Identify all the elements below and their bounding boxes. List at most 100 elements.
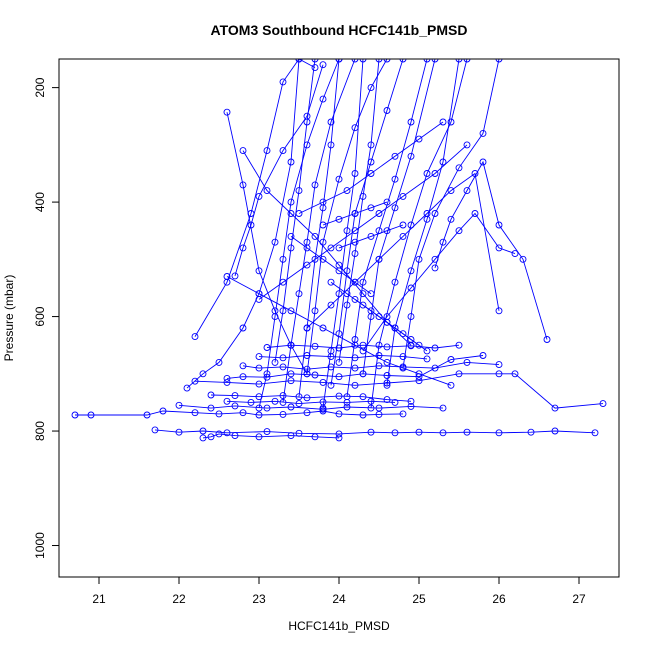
data-point	[351, 227, 359, 235]
data-point	[223, 374, 231, 382]
data-point	[279, 354, 287, 362]
data-point	[551, 404, 559, 412]
data-point	[367, 170, 375, 177]
series-17	[279, 59, 359, 406]
data-point	[367, 84, 375, 92]
data-point	[383, 381, 391, 389]
data-point	[391, 398, 399, 406]
data-point	[447, 118, 455, 126]
data-point	[255, 433, 263, 441]
series-4	[207, 391, 415, 405]
series-33	[255, 141, 471, 303]
x-tick-label: 25	[412, 592, 426, 606]
data-point	[439, 158, 447, 166]
series-35	[319, 198, 391, 229]
data-point	[423, 170, 431, 177]
data-point	[495, 244, 503, 252]
series-39	[351, 295, 423, 349]
data-point	[231, 392, 239, 400]
data-point	[255, 353, 263, 361]
series-line	[258, 144, 468, 300]
data-point	[311, 181, 319, 189]
data-point	[351, 295, 359, 303]
data-point	[455, 370, 463, 378]
data-point	[327, 278, 335, 286]
series-line	[194, 373, 604, 409]
data-point	[279, 278, 287, 286]
data-point	[239, 244, 247, 252]
data-point	[327, 301, 335, 309]
data-point	[303, 244, 311, 252]
data-point	[399, 364, 407, 372]
data-point	[431, 264, 439, 272]
data-point	[391, 204, 399, 212]
data-point	[359, 59, 367, 63]
data-point	[199, 370, 207, 378]
data-point	[423, 355, 431, 363]
data-point	[463, 59, 471, 63]
data-point	[375, 59, 383, 63]
data-point	[279, 392, 287, 400]
data-point	[351, 59, 359, 63]
data-point	[391, 175, 399, 183]
data-point	[239, 373, 247, 381]
data-point	[415, 341, 423, 349]
y-tick-label: 1000	[33, 532, 47, 559]
series-27	[399, 59, 503, 372]
data-point	[311, 433, 319, 441]
data-point	[319, 378, 327, 386]
data-point	[335, 430, 343, 438]
data-point	[279, 410, 287, 418]
x-tick-label: 27	[572, 592, 586, 606]
data-point	[367, 204, 375, 212]
series-line	[322, 201, 388, 226]
data-point	[415, 428, 423, 436]
data-point	[231, 272, 239, 280]
data-point	[383, 318, 391, 326]
data-point	[447, 187, 455, 195]
data-point	[335, 358, 343, 366]
series-line	[234, 64, 324, 277]
data-point	[383, 198, 391, 206]
series-line	[210, 394, 412, 402]
x-axis: 21 22 23 24 25 26 27	[92, 577, 586, 606]
y-axis: 200 400 600 800 1000	[33, 77, 59, 559]
series-0	[71, 407, 407, 419]
series-line	[338, 224, 404, 249]
series-line	[154, 429, 596, 435]
data-point	[335, 344, 343, 352]
series-38	[335, 221, 407, 252]
data-point	[263, 344, 271, 351]
y-axis-label: Pressure (mbar)	[2, 275, 16, 362]
data-point	[255, 380, 263, 388]
series-line	[178, 404, 444, 410]
data-point	[471, 170, 479, 177]
data-point	[343, 403, 351, 411]
series-1	[151, 426, 599, 438]
data-point	[407, 221, 415, 229]
data-point	[295, 59, 303, 63]
data-point	[527, 428, 535, 436]
data-point	[351, 170, 359, 177]
data-point	[255, 411, 263, 419]
series-line	[306, 59, 388, 374]
data-point	[335, 59, 343, 63]
data-point	[423, 59, 431, 63]
data-point	[551, 427, 559, 435]
data-point	[295, 290, 303, 298]
data-point	[279, 255, 287, 263]
series-16	[271, 59, 319, 366]
data-point	[271, 397, 279, 405]
data-point	[247, 398, 255, 406]
data-point	[191, 377, 199, 385]
data-point	[271, 313, 279, 321]
data-point	[431, 364, 439, 372]
data-point	[223, 108, 231, 116]
data-point	[335, 175, 343, 183]
data-point	[367, 141, 375, 149]
series-layer	[71, 59, 607, 442]
series-line	[282, 59, 356, 403]
data-point	[455, 341, 463, 349]
data-point	[311, 59, 319, 63]
